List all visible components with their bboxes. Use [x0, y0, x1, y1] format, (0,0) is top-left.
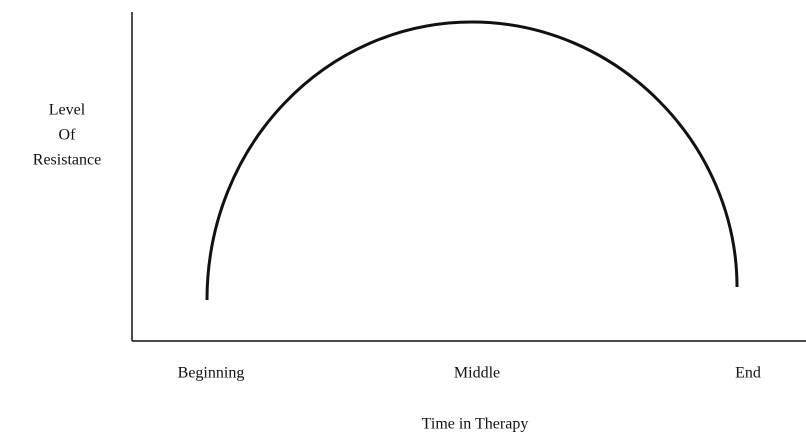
- x-category-label: End: [735, 365, 761, 382]
- y-axis-label: Level: [49, 102, 86, 119]
- y-axis-label: Of: [59, 127, 77, 144]
- resistance-curve: [205, 20, 739, 301]
- x-category-label: Middle: [454, 365, 500, 382]
- x-axis-label: Time in Therapy: [422, 416, 529, 433]
- y-axis-label: Resistance: [33, 152, 101, 169]
- x-category-label: Beginning: [178, 365, 245, 382]
